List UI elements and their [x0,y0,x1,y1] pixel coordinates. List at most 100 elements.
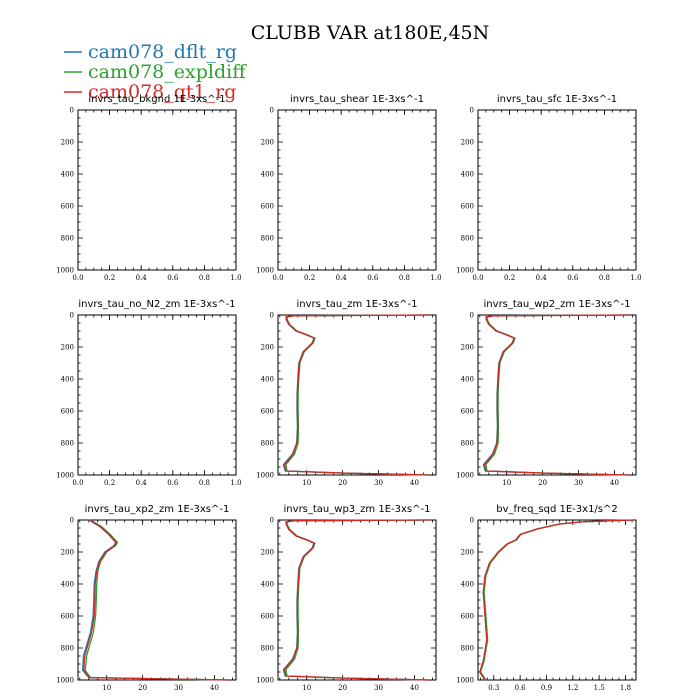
x-tick-label: 40 [210,684,219,692]
x-tick-label: 10 [302,479,311,487]
y-tick-label: 1000 [56,267,74,275]
y-tick-label: 600 [261,203,274,211]
panel-6: invrs_tau_xp2_zm 1E-3xs^-1 0 200 400 600 800 1… [56,504,237,692]
y-tick-label: 800 [461,645,474,653]
x-tick-label: 30 [174,684,183,692]
legend: cam078_dflt_rgcam078_expldiffcam078_qt1_… [64,41,247,103]
series-line-1 [285,314,429,476]
x-tick-label: 1.0 [630,274,641,282]
y-tick-label: 0 [70,517,74,525]
x-tick-label: 1.2 [567,684,578,692]
figure-title: CLUBB VAR at180E,45N [251,22,490,44]
y-tick-label: 400 [61,376,74,384]
y-tick-label: 600 [461,203,474,211]
panel-2: invrs_tau_sfc 1E-3xs^-1 0 200 400 600 800 1000… [456,94,641,282]
panel-title: invrs_tau_zm 1E-3xs^-1 [296,299,417,310]
x-tick-label: 10 [302,684,311,692]
y-tick-label: 200 [261,139,274,147]
y-tick-label: 200 [261,344,274,352]
plot-frame [77,109,237,271]
y-tick-label: 400 [461,581,474,589]
y-tick-label: 1000 [56,472,74,480]
y-tick-label: 800 [61,645,74,653]
plot-frame [277,314,437,476]
x-tick-label: 20 [338,684,347,692]
y-tick-label: 200 [61,139,74,147]
y-tick-label: 600 [61,203,74,211]
y-tick-label: 0 [70,312,74,320]
y-tick-label: 1000 [256,267,274,275]
x-tick-label: 0.6 [567,274,579,282]
y-tick-label: 1000 [56,677,74,685]
series-line-1 [285,519,429,681]
y-tick-label: 200 [461,344,474,352]
plot-frame [77,519,237,681]
x-tick-label: 0.0 [72,274,83,282]
y-tick-label: 400 [461,171,474,179]
x-tick-label: 20 [538,479,547,487]
plot-frame [77,314,237,476]
series-line-2 [483,314,629,476]
x-tick-label: 0.0 [272,274,283,282]
panel-4: invrs_tau_zm 1E-3xs^-1 0 200 400 600 800 1000 1… [256,299,437,487]
x-tick-label: 0.8 [199,274,210,282]
y-tick-label: 1000 [256,677,274,685]
x-tick-label: 0.8 [399,274,410,282]
x-tick-label: 0.6 [367,274,379,282]
x-tick-label: 10 [502,479,511,487]
x-tick-label: 0.2 [104,274,115,282]
y-tick-label: 200 [261,549,274,557]
series-line-2 [83,519,229,681]
y-tick-label: 200 [461,139,474,147]
panel-title: invrs_tau_bkgnd 1E-3xs^-1 [88,94,225,105]
y-tick-label: 0 [270,517,274,525]
y-tick-label: 800 [461,440,474,448]
series-line-2 [283,519,429,681]
y-tick-label: 800 [261,235,274,243]
x-tick-label: 0.2 [104,479,115,487]
y-tick-label: 200 [61,549,74,557]
series-line-0 [82,519,229,681]
y-tick-label: 0 [470,312,474,320]
x-tick-label: 0.3 [488,684,499,692]
panel-0: invrs_tau_bkgnd 1E-3xs^-1 0 200 400 600 800 10… [56,94,241,282]
series-line-2 [479,519,635,681]
x-tick-label: 30 [374,479,383,487]
y-tick-label: 400 [261,171,274,179]
series-line-0 [482,314,629,476]
x-tick-label: 0.0 [472,274,483,282]
plot-frame [277,519,437,681]
x-tick-label: 1.5 [594,684,605,692]
x-tick-label: 0.4 [336,274,348,282]
panel-title: invrs_tau_wp2_zm 1E-3xs^-1 [484,299,631,310]
x-tick-label: 0.8 [199,479,210,487]
panel-title: bv_freq_sqd 1E-3x1/s^2 [496,504,618,515]
plot-frame [277,109,437,271]
y-tick-label: 1000 [456,677,474,685]
y-tick-label: 1000 [456,472,474,480]
plot-frame [477,109,637,271]
x-tick-label: 1.0 [430,274,441,282]
y-tick-label: 0 [270,312,274,320]
panel-5: invrs_tau_wp2_zm 1E-3xs^-1 0 200 400 600 800 1… [456,299,637,487]
legend-entry-cam078_expldiff: cam078_expldiff [88,61,247,83]
x-tick-label: 0.4 [136,274,148,282]
x-tick-label: 0.0 [72,479,83,487]
y-tick-label: 400 [61,171,74,179]
panel-title: invrs_tau_sfc 1E-3xs^-1 [497,94,617,105]
x-tick-label: 0.9 [541,684,552,692]
y-tick-label: 400 [261,581,274,589]
x-tick-label: 30 [374,684,383,692]
y-tick-label: 800 [261,645,274,653]
x-tick-label: 0.4 [136,479,148,487]
y-tick-label: 0 [270,107,274,115]
y-tick-label: 400 [61,581,74,589]
panel-8: bv_freq_sqd 1E-3x1/s^2 0 200 400 600 800 1000 0… [456,504,637,692]
x-tick-label: 1.0 [230,479,241,487]
x-tick-label: 0.2 [504,274,515,282]
y-tick-label: 0 [470,517,474,525]
y-tick-label: 1000 [256,472,274,480]
y-tick-label: 0 [70,107,74,115]
x-tick-label: 0.8 [599,274,610,282]
